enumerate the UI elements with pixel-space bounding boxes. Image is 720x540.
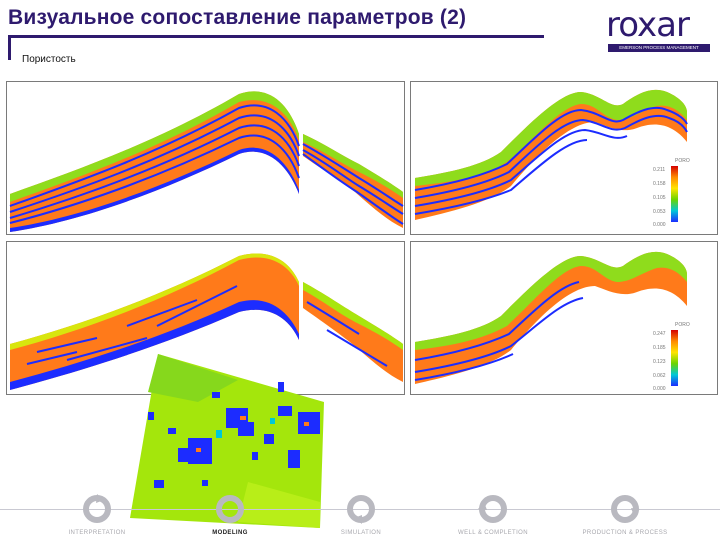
stage-modeling-icon xyxy=(216,495,244,523)
section-view-top-right xyxy=(414,89,688,220)
page-subtitle: Пористость xyxy=(22,54,76,65)
stage-label-production-process: PRODUCTION & PROCESS xyxy=(582,530,668,536)
legend-value: 0.000 xyxy=(653,386,666,392)
stage-interpretation-icon xyxy=(83,494,111,523)
stage-label-modeling: MODELING xyxy=(212,530,248,536)
stage-simulation-icon xyxy=(347,495,375,524)
map-view-image xyxy=(130,354,324,528)
panel-top-left-section xyxy=(6,81,405,235)
roxar-logo: roxar EMERSON PROCESS MANAGEMENT xyxy=(606,8,712,52)
legend-value: 0.053 xyxy=(653,209,666,215)
legend-value: 0.247 xyxy=(653,331,666,337)
panel-bottom-left-section xyxy=(6,241,405,395)
section-view-bottom-right xyxy=(414,251,687,384)
map-view-inset xyxy=(128,352,328,528)
legend-top-right: PORO 0.211 0.158 0.105 0.053 0.000 xyxy=(653,158,693,228)
stage-label-simulation: SIMULATION xyxy=(340,530,382,536)
legend-value: 0.123 xyxy=(653,359,666,365)
legend-value: 0.185 xyxy=(653,345,666,351)
legend-colorbar xyxy=(671,166,678,222)
logo-wordmark: roxar xyxy=(606,5,690,45)
stage-production-process-icon xyxy=(611,495,640,523)
stage-label-interpretation: INTERPRETATION xyxy=(68,530,126,536)
legend-value: 0.062 xyxy=(653,373,666,379)
legend-value: 0.000 xyxy=(653,222,666,228)
footer-divider xyxy=(0,509,720,510)
legend-value: 0.105 xyxy=(653,195,666,201)
legend-value: 0.158 xyxy=(653,181,666,187)
legend-bottom-right: PORO 0.247 0.185 0.123 0.062 0.000 xyxy=(653,322,693,392)
stage-well-completion-icon xyxy=(478,495,507,523)
panel-top-right-section: PORO 0.211 0.158 0.105 0.053 0.000 xyxy=(410,81,718,235)
title-accent-tick xyxy=(8,38,11,60)
section-view-bottom-left xyxy=(10,253,403,390)
logo-tagline: EMERSON PROCESS MANAGEMENT xyxy=(608,44,710,52)
legend-value: 0.211 xyxy=(653,167,666,173)
legend-colorbar xyxy=(671,330,678,386)
stage-label-well-completion: WELL & COMPLETION xyxy=(458,530,528,536)
legend-title: PORO xyxy=(675,322,690,328)
title-underline xyxy=(8,35,544,38)
legend-title: PORO xyxy=(675,158,690,164)
panel-bottom-right-section: PORO 0.247 0.185 0.123 0.062 0.000 xyxy=(410,241,718,395)
page-title: Визуальное сопоставление параметров (2) xyxy=(8,6,467,29)
section-view-top-left xyxy=(9,91,404,232)
